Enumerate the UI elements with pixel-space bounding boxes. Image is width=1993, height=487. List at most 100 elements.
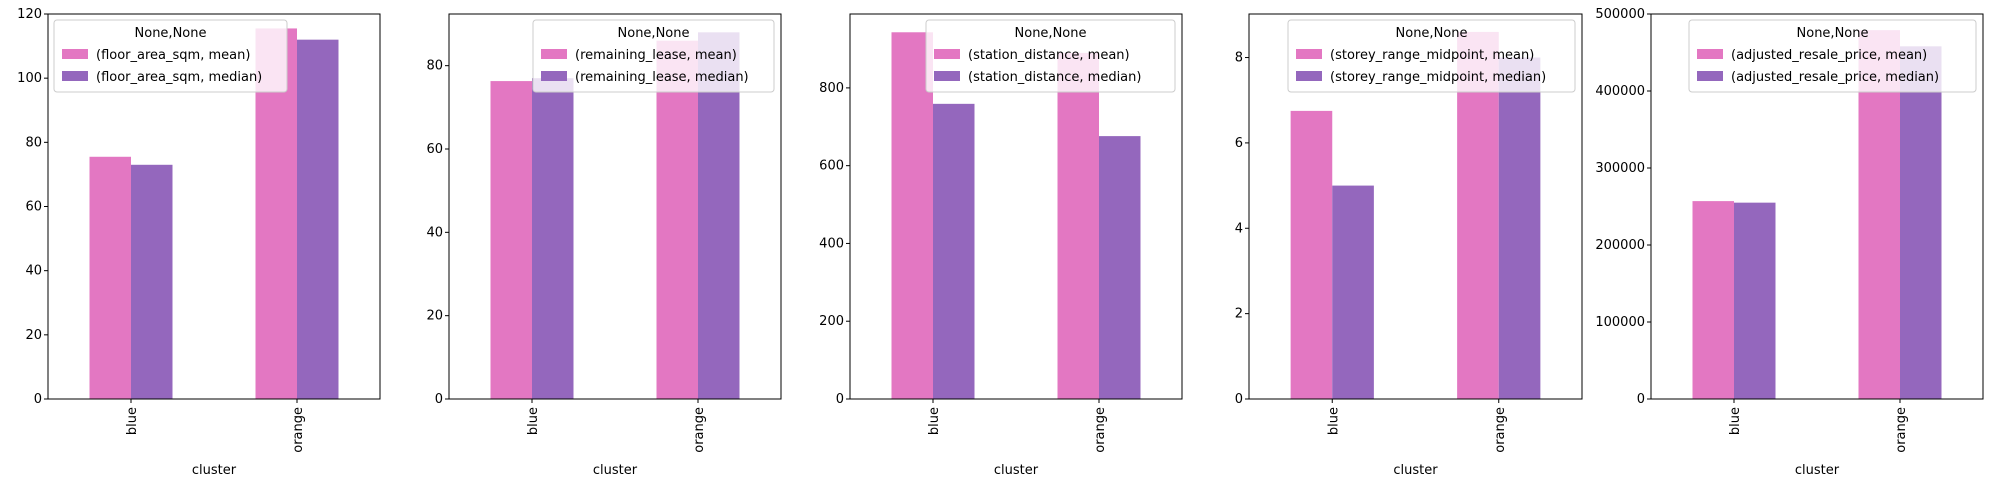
legend-entry-mean: (adjusted_resale_price, mean): [1731, 48, 1927, 63]
x-tick-label-orange: orange: [1093, 407, 1108, 453]
legend-entry-mean: (storey_range_midpoint, mean): [1330, 48, 1534, 63]
y-tick-label: 40: [25, 264, 42, 279]
y-tick-label: 0: [1637, 392, 1645, 407]
chart-panel-4: 0 2 4 6 8 blue orange cluster None,None (storey_r…: [1235, 13, 1583, 478]
y-tick-label: 600: [819, 159, 844, 174]
legend-entry-median: (storey_range_midpoint, median): [1330, 70, 1546, 85]
bar-blue-mean: [89, 156, 131, 399]
axes-frame: [1248, 13, 1583, 400]
legend-swatch-mean: [1296, 49, 1322, 59]
y-tick-label: 2: [1235, 307, 1243, 322]
legend-entry-median: (adjusted_resale_price, median): [1731, 70, 1939, 85]
x-axis-label: cluster: [994, 463, 1039, 478]
y-tick-label: 0: [34, 392, 42, 407]
legend: None,None (floor_area_sqm, mean) (floor_ar…: [53, 19, 288, 93]
y-tick-label: 200: [819, 314, 844, 329]
x-tick-label-blue: blue: [1326, 407, 1341, 435]
y-tick-label: 100000: [1595, 315, 1645, 330]
legend-entry-median: (station_distance, median): [968, 70, 1141, 85]
bar-orange-median: [1498, 57, 1541, 399]
axes-frame: [448, 13, 782, 400]
legend-box: [532, 19, 775, 93]
axes-frame: [1650, 13, 1984, 400]
x-tick-label-orange: orange: [1493, 407, 1508, 453]
y-tick-label: 200000: [1595, 238, 1645, 253]
legend: None,None (remaining_lease, mean) (remaini…: [532, 19, 775, 93]
chart-panel-5: 0 100000 200000 300000 400000 500000 blue orang…: [1595, 7, 1984, 478]
y-tick-label: 6: [1235, 136, 1243, 151]
y-tick-label: 0: [435, 392, 443, 407]
legend-box: [925, 19, 1176, 93]
legend-entry-median: (floor_area_sqm, median): [96, 70, 262, 85]
bar-orange-mean: [656, 40, 698, 400]
legend-swatch-median: [1697, 71, 1723, 81]
legend-entry-mean: (remaining_lease, mean): [575, 48, 737, 63]
x-axis-label: cluster: [593, 463, 638, 478]
bar-orange-median: [1099, 136, 1141, 399]
x-tick-label-blue: blue: [125, 407, 140, 435]
y-tick-label: 400: [819, 236, 844, 251]
y-tick-label: 80: [426, 59, 443, 74]
legend-box: [1287, 19, 1576, 93]
x-tick-label-orange: orange: [291, 407, 306, 453]
y-tick-label: 800: [819, 81, 844, 96]
x-axis-label: cluster: [1795, 463, 1840, 478]
x-tick-label-blue: blue: [927, 407, 942, 435]
legend: None,None (station_distance, mean) (statio…: [925, 19, 1176, 93]
y-tick-label: 4: [1235, 221, 1243, 236]
legend-box: [1688, 19, 1977, 93]
x-tick-label-blue: blue: [1728, 407, 1743, 435]
y-tick-label: 120: [17, 7, 42, 22]
y-tick-label: 100: [17, 71, 42, 86]
bar-orange-mean: [1457, 31, 1499, 400]
y-tick-label: 80: [25, 135, 42, 150]
legend-title: None,None: [1015, 26, 1087, 41]
legend-entry-mean: (floor_area_sqm, mean): [96, 48, 250, 63]
legend-swatch-median: [541, 71, 567, 81]
y-tick-label: 400000: [1595, 84, 1645, 99]
bar-blue-median: [131, 164, 173, 399]
chart-panel-1: 0 20 40 60 80 100 120 blue orange cluster None,Non…: [17, 7, 381, 478]
bar-blue-mean: [1290, 110, 1333, 399]
legend-swatch-mean: [1697, 49, 1723, 59]
legend-title: None,None: [1396, 26, 1468, 41]
bar-blue-mean: [490, 81, 532, 399]
legend-swatch-mean: [62, 49, 88, 59]
legend: None,None (storey_range_midpoint, mean) (s…: [1287, 19, 1576, 93]
legend-box: [53, 19, 288, 93]
y-tick-label: 0: [1235, 392, 1243, 407]
bar-blue-median: [1332, 185, 1374, 399]
y-tick-label: 20: [25, 328, 42, 343]
bar-orange-mean: [1057, 52, 1099, 400]
axes-frame: [849, 13, 1183, 400]
bar-blue-median: [532, 78, 574, 400]
legend-entry-mean: (station_distance, mean): [968, 48, 1130, 63]
legend-swatch-median: [934, 71, 960, 81]
bar-blue-mean: [891, 32, 933, 400]
legend-title: None,None: [135, 26, 207, 41]
bar-orange-median: [297, 39, 339, 400]
y-tick-label: 20: [426, 309, 443, 324]
y-tick-label: 500000: [1595, 7, 1645, 22]
legend-swatch-median: [1296, 71, 1322, 81]
legend-swatch-median: [62, 71, 88, 81]
chart-panel-2: 0 20 40 60 80 blue orange cluster None,None (rema…: [426, 13, 782, 478]
legend-title: None,None: [1797, 26, 1869, 41]
x-axis-label: cluster: [192, 463, 237, 478]
x-tick-label-blue: blue: [526, 407, 541, 435]
bar-blue-median: [933, 103, 975, 399]
legend-swatch-mean: [541, 49, 567, 59]
bar-orange-median: [698, 32, 740, 399]
x-axis-label: cluster: [1393, 463, 1438, 478]
y-tick-label: 0: [836, 392, 844, 407]
y-tick-label: 8: [1235, 51, 1243, 66]
bar-orange-median: [1900, 46, 1942, 400]
x-tick-label-orange: orange: [1894, 407, 1909, 453]
y-tick-label: 60: [426, 142, 443, 157]
legend-title: None,None: [618, 26, 690, 41]
legend-swatch-mean: [934, 49, 960, 59]
legend-entry-median: (remaining_lease, median): [575, 70, 749, 85]
legend: None,None (adjusted_resale_price, mean) (a…: [1688, 19, 1977, 93]
bar-blue-median: [1734, 202, 1776, 399]
